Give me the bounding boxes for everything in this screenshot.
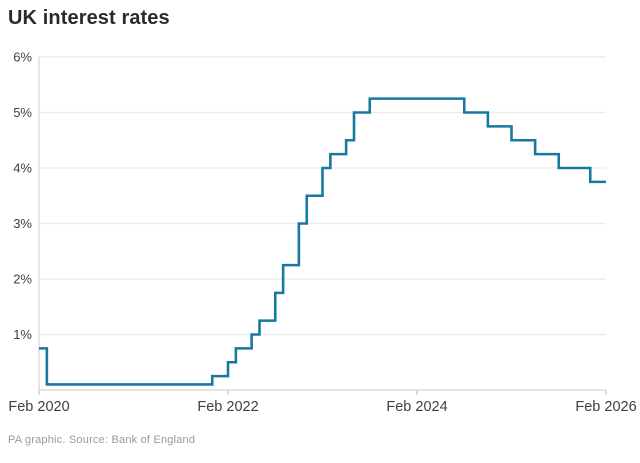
rate-step-line (39, 97, 606, 386)
x-tick-label: Feb 2024 (386, 399, 447, 415)
x-tick-label: Feb 2020 (8, 399, 69, 415)
y-tick-label: 6% (13, 50, 32, 65)
x-tick-label: Feb 2026 (575, 399, 636, 415)
source-caption: PA graphic. Source: Bank of England (8, 434, 196, 446)
y-tick-label: 5% (13, 105, 32, 120)
y-tick-label: 2% (13, 272, 32, 287)
x-tick-label: Feb 2022 (197, 399, 258, 415)
y-tick-label: 1% (13, 327, 32, 342)
y-tick-label: 4% (13, 161, 32, 176)
chart-title: UK interest rates (8, 7, 170, 29)
y-tick-label: 3% (13, 216, 32, 231)
